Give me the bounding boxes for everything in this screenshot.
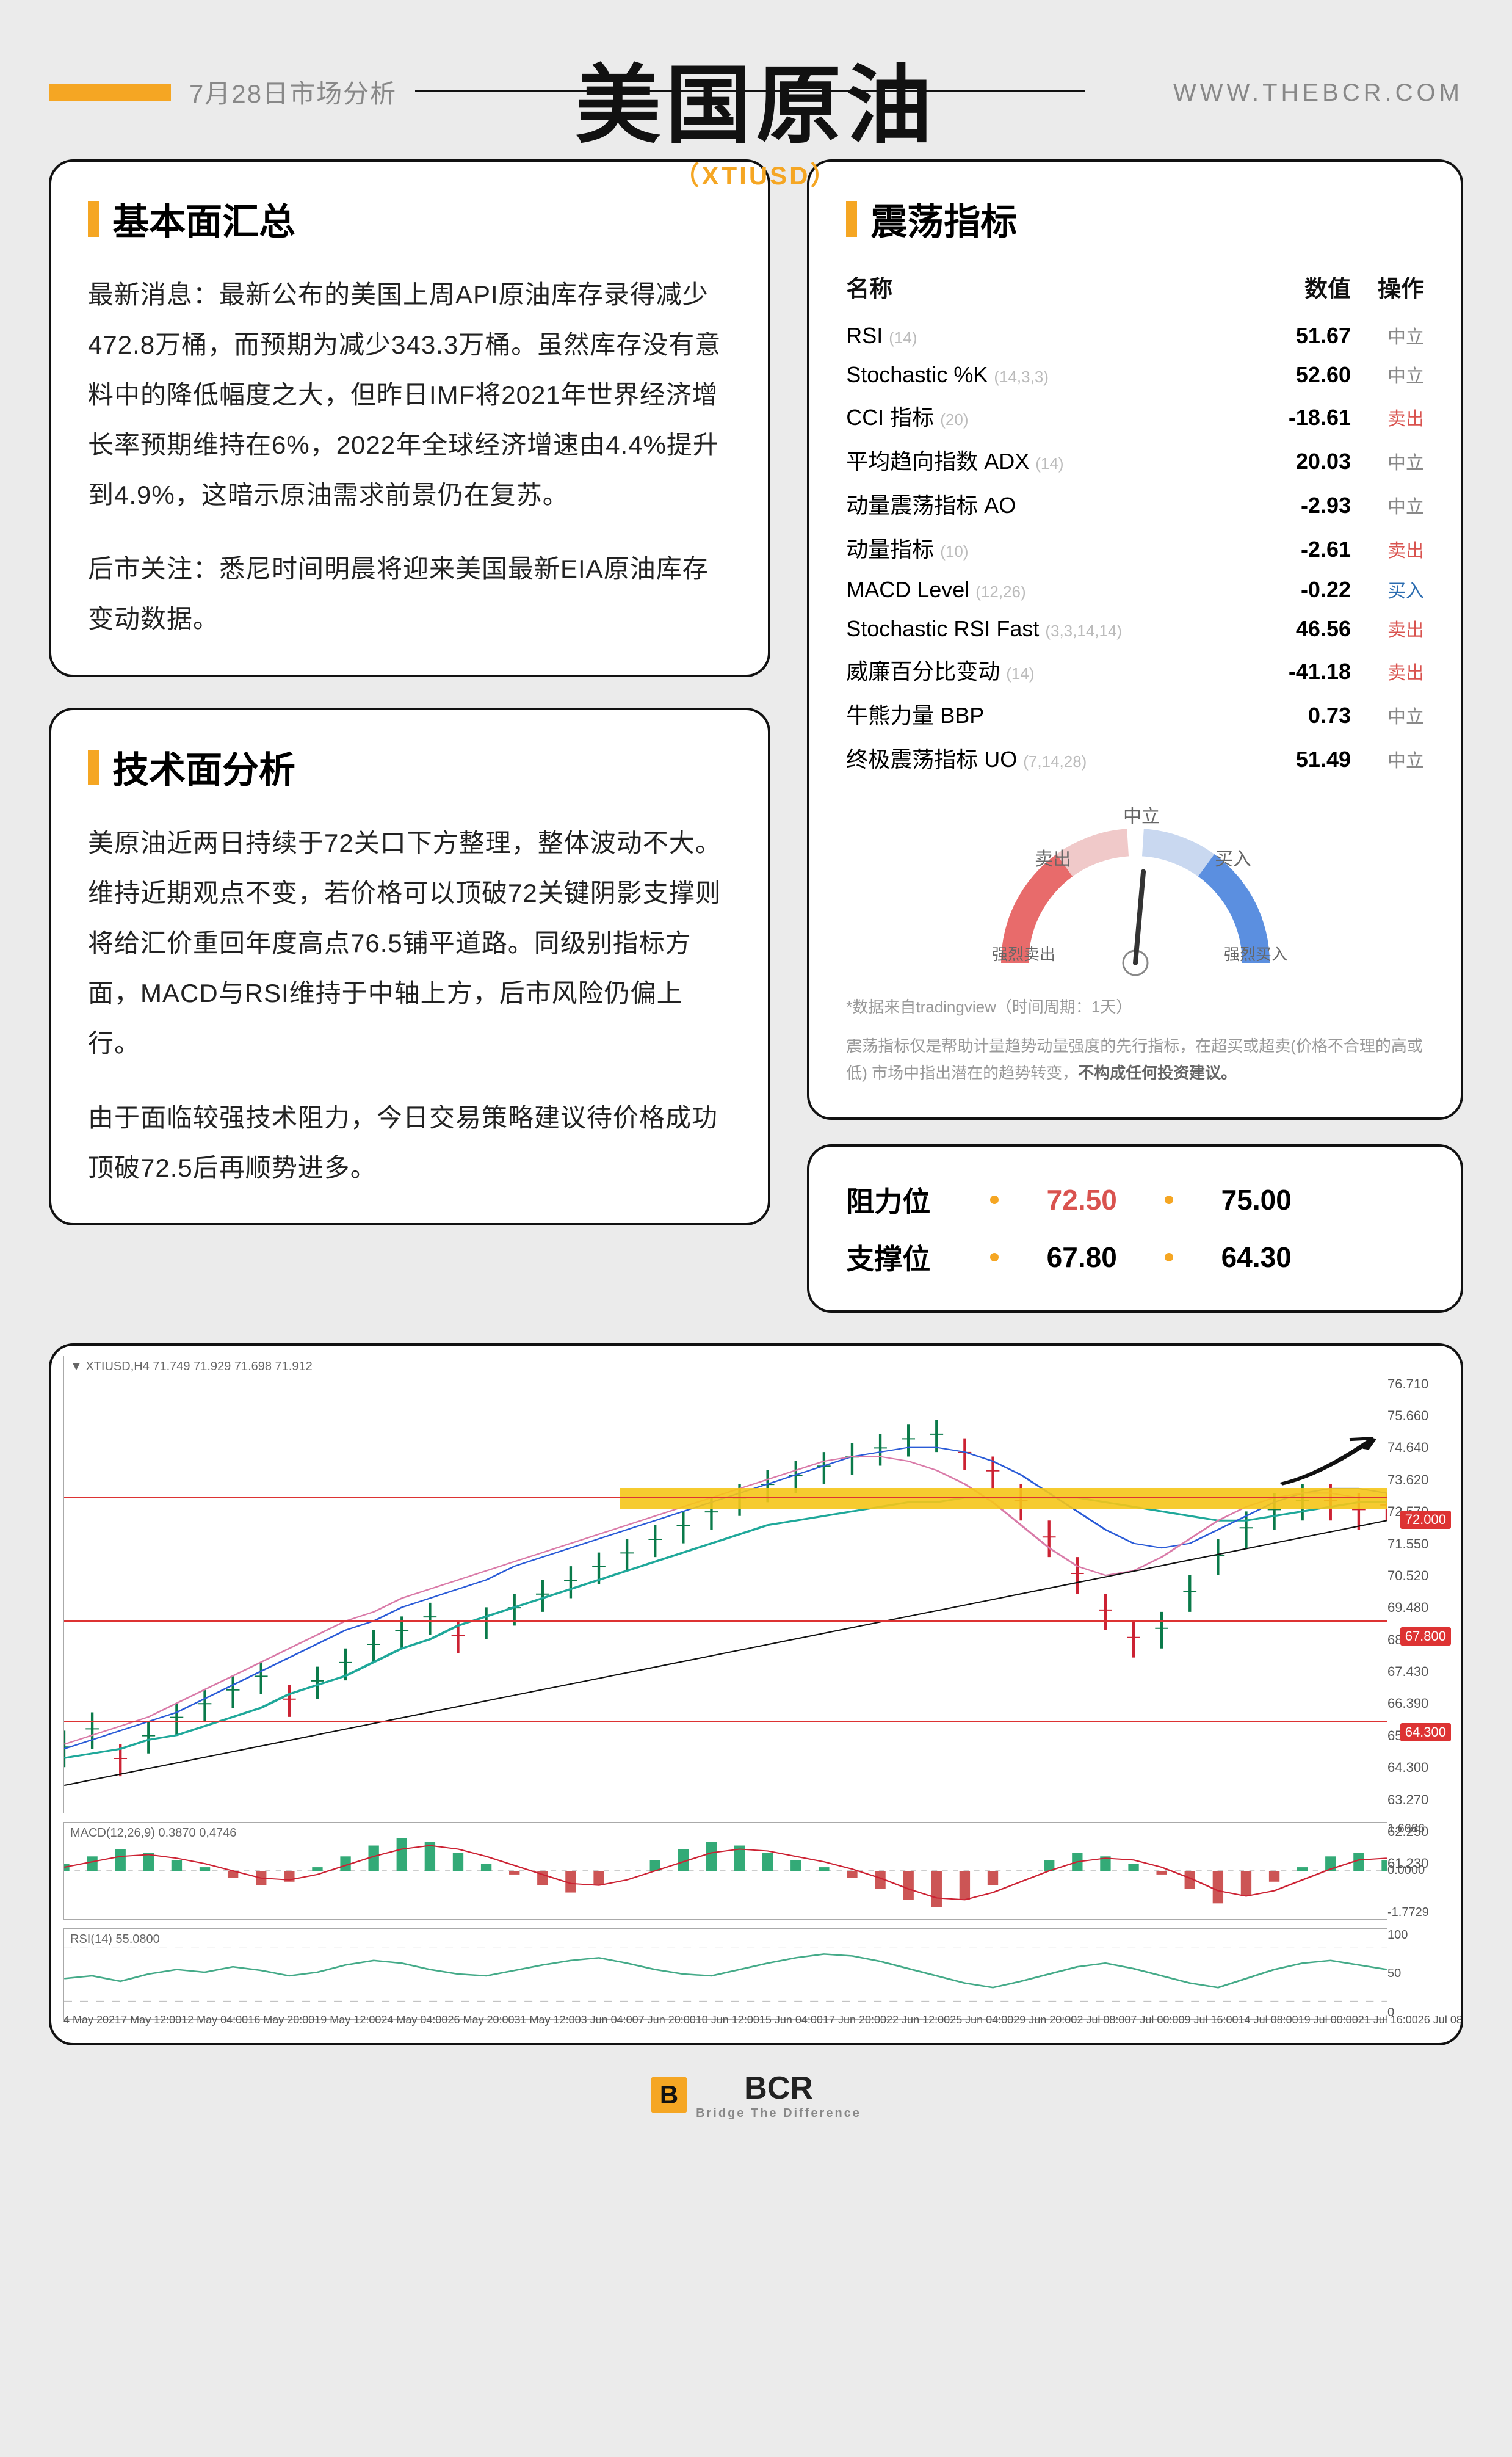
page-symbol: （XTIUSD）: [575, 155, 936, 192]
fundamentals-p1: 最新消息：最新公布的美国上周API原油库存录得减少472.8万桶，而预期为减少3…: [88, 270, 731, 520]
technical-p2: 由于面临较强技术阻力，今日交易策略建议待价格成功顶破72.5后再顺势进多。: [88, 1093, 731, 1193]
s2: 64.30: [1195, 1241, 1317, 1274]
header-url: WWW.THEBCR.COM: [1173, 37, 1463, 107]
oscillators-title: 震荡指标: [870, 192, 1017, 245]
logo-mark-icon: B: [651, 2077, 687, 2113]
footer-brand: BCR: [696, 2070, 861, 2107]
indicator-row: 动量指标(10)-2.61卖出: [846, 526, 1424, 570]
price-chart-section: ▼ XTIUSD,H4 71.749 71.929 71.698 71.912 …: [49, 1343, 1463, 2045]
technical-title: 技术面分析: [112, 741, 295, 794]
technical-card: 技术面分析 美原油近两日持续于72关口下方整理，整体波动不大。维持近期观点不变，…: [49, 708, 770, 1225]
indicator-row: CCI 指标(20)-18.61卖出: [846, 394, 1424, 438]
header-date: 7月28日市场分析: [189, 73, 397, 111]
col-action: 操作: [1351, 270, 1424, 303]
footer-tagline: Bridge The Difference: [696, 2107, 861, 2121]
page-title: 美国原油: [575, 37, 936, 160]
sentiment-gauge: 强烈卖出 卖出 中立买入强烈买入: [964, 804, 1306, 981]
fundamentals-p2: 后市关注：悉尼时间明晨将迎来美国最新EIA原油库存变动数据。: [88, 544, 731, 644]
svg-text:中立: 中立: [1123, 807, 1160, 827]
indicator-row: 牛熊力量 BBP0.73中立: [846, 692, 1424, 736]
fundamentals-card: 基本面汇总 最新消息：最新公布的美国上周API原油库存录得减少472.8万桶，而…: [49, 159, 770, 677]
levels-card: 阻力位 72.50 75.00 支撑位 67.80 64.30: [807, 1144, 1463, 1313]
indicator-row: RSI(14)51.67中立: [846, 316, 1424, 355]
col-value: 数值: [1241, 270, 1351, 303]
indicator-row: 威廉百分比变动(14)-41.18卖出: [846, 648, 1424, 692]
time-axis: 4 May 20217 May 12:0012 May 04:0016 May …: [63, 2006, 1387, 2034]
col-name: 名称: [846, 270, 1241, 303]
svg-text:强烈卖出: 强烈卖出: [992, 945, 1055, 964]
support-label: 支撑位: [846, 1237, 968, 1277]
oscillators-card: 震荡指标 名称 数值 操作 RSI(14)51.67中立Stochastic %…: [807, 159, 1463, 1120]
svg-text:强烈买入: 强烈买入: [1224, 945, 1287, 964]
footer-logo: B BCR Bridge The Difference: [651, 2070, 861, 2121]
indicator-row: Stochastic %K(14,3,3)52.60中立: [846, 355, 1424, 394]
s1: 67.80: [1021, 1241, 1143, 1274]
resistance-label: 阻力位: [846, 1180, 968, 1220]
indicator-row: 平均趋向指数 ADX(14)20.03中立: [846, 438, 1424, 482]
disclaimer-1: *数据来自tradingview（时间周期：1天）: [846, 993, 1424, 1020]
svg-text:卖出: 卖出: [1035, 849, 1071, 869]
indicator-row: 动量震荡指标 AO-2.93中立: [846, 482, 1424, 526]
fundamentals-title: 基本面汇总: [112, 192, 295, 245]
resistance-zone: [620, 1488, 1387, 1509]
header-accent-bar: [49, 84, 171, 101]
disclaimer-2: 震荡指标仅是帮助计量趋势动量强度的先行指标，在超买或超卖(价格不合理的高或低) …: [846, 1033, 1424, 1086]
indicator-row: 终极震荡指标 UO(7,14,28)51.49中立: [846, 736, 1424, 780]
main-price-chart: ▼ XTIUSD,H4 71.749 71.929 71.698 71.912: [63, 1356, 1387, 1813]
svg-text:买入: 买入: [1215, 849, 1251, 869]
r1: 72.50: [1021, 1183, 1143, 1216]
macd-chart: MACD(12,26,9) 0.3870 0,4746: [63, 1822, 1387, 1920]
price-axis: 76.71075.66074.64073.62072.57071.55070.5…: [1387, 1376, 1449, 1872]
indicator-row: Stochastic RSI Fast(3,3,14,14)46.56卖出: [846, 609, 1424, 648]
r2: 75.00: [1195, 1183, 1317, 1216]
technical-p1: 美原油近两日持续于72关口下方整理，整体波动不大。维持近期观点不变，若价格可以顶…: [88, 818, 731, 1068]
indicator-row: MACD Level(12,26)-0.22买入: [846, 570, 1424, 609]
